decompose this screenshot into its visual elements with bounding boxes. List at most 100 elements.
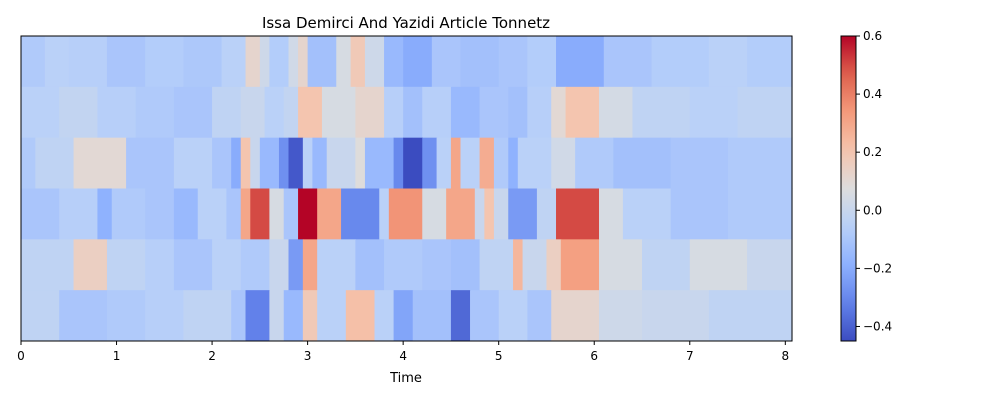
- heatmap-cell-r5-s22: [708, 290, 793, 342]
- heatmap-cell-r1-s2: [97, 86, 137, 139]
- x-tick-label-5: 5: [495, 349, 503, 363]
- heatmap-cell-r1-s18: [527, 86, 552, 139]
- heatmap-cell-r4-s14: [450, 239, 481, 291]
- heatmap-cell-r2-s15: [355, 137, 366, 189]
- heatmap-cell-r4-s5: [212, 239, 242, 291]
- x-tick-label-1: 1: [113, 349, 121, 363]
- heatmap-cell-r0-s10: [288, 36, 299, 88]
- x-tick-label-7: 7: [686, 349, 694, 363]
- heatmap-cell-r0-s21: [527, 36, 557, 88]
- heatmap-cell-r3-s0: [21, 188, 60, 240]
- heatmap-cell-r1-s14: [422, 86, 452, 139]
- heatmap-cell-r5-s4: [183, 290, 232, 342]
- heatmap-cell-r5-s0: [21, 290, 60, 342]
- heatmap-cell-r4-s0: [21, 239, 75, 291]
- heatmap-cell-r0-s14: [350, 36, 366, 88]
- heatmap-cell-r3-s10: [269, 188, 285, 240]
- heatmap-cell-r5-s19: [551, 290, 600, 342]
- heatmap-cell-r0-s22: [556, 36, 605, 88]
- heatmap-cell-r1-s9: [298, 86, 323, 139]
- heatmap-cell-r4-s22: [689, 239, 748, 291]
- heatmap-cell-r0-s18: [431, 36, 462, 88]
- heatmap-cell-r2-s29: [613, 137, 672, 189]
- heatmap-cell-r1-s4: [173, 86, 213, 139]
- heatmap-cell-r0-s19: [460, 36, 500, 88]
- colorbar-tick-label-5: 0.6: [863, 29, 882, 43]
- heatmap-cell-r0-s6: [221, 36, 247, 88]
- heatmap-cell-r3-s20: [484, 188, 495, 240]
- heatmap-cell-r2-s2: [73, 137, 127, 189]
- heatmap-cell-r0-s13: [336, 36, 352, 88]
- heatmap-cell-r2-s11: [288, 137, 304, 189]
- heatmap-cell-r2-s30: [670, 137, 729, 189]
- heatmap-cell-r4-s16: [513, 239, 524, 291]
- heatmap-cell-r2-s14: [326, 137, 356, 189]
- heatmap-cell-r1-s8: [283, 86, 299, 139]
- x-tick-label-0: 0: [17, 349, 25, 363]
- heatmap-cell-r4-s15: [479, 239, 514, 291]
- heatmap-cell-r5-s6: [245, 290, 270, 342]
- heatmap-cell-r1-s5: [212, 86, 242, 139]
- heatmap-cell-r4-s8: [288, 239, 304, 291]
- x-tick-label-4: 4: [399, 349, 407, 363]
- heatmap-cell-r1-s22: [632, 86, 691, 139]
- heatmap-cell-r5-s20: [599, 290, 643, 342]
- heatmap-cell-r1-s6: [240, 86, 266, 139]
- heatmap-cell-r3-s14: [341, 188, 380, 240]
- heatmap-cell-r1-s10: [321, 86, 356, 139]
- heatmap-cell-r5-s16: [470, 290, 500, 342]
- x-axis-ticks: 0 1 2 3 4 5 6 7 8: [17, 341, 789, 363]
- heatmap-cell-r1-s11: [355, 86, 385, 139]
- heatmap-cell-r2-s31: [727, 137, 793, 189]
- heatmap-cell-r3-s28: [727, 188, 793, 240]
- heatmap-cell-r0-s16: [384, 36, 404, 88]
- heatmap-cell-r1-s15: [450, 86, 481, 139]
- heatmap-cell-r5-s13: [393, 290, 414, 342]
- heatmap-cell-r1-s12: [384, 86, 404, 139]
- heatmap-cell-r4-s17: [522, 239, 548, 291]
- heatmap-cell-r0-s23: [603, 36, 653, 88]
- heatmap-cell-r3-s7: [226, 188, 242, 240]
- heatmap-cell-r4-s2: [106, 239, 146, 291]
- heatmap-cell-r0-s26: [747, 36, 793, 88]
- heatmap-cell-r0-s11: [298, 36, 309, 88]
- colorbar-tick-label-2: 0.0: [863, 203, 882, 217]
- heatmap-cell-r3-s3: [111, 188, 146, 240]
- colorbar-ticks: −0.4 −0.2 0.0 0.2 0.4 0.6: [856, 29, 892, 333]
- heatmap-cell-r1-s0: [21, 86, 60, 139]
- heatmap-cell-r3-s18: [446, 188, 476, 240]
- heatmap-cell-r2-s0: [21, 137, 36, 189]
- heatmap-cell-r5-s9: [302, 290, 318, 342]
- heatmap-cell-r4-s1: [73, 239, 108, 291]
- heatmap-cell-r5-s8: [283, 290, 304, 342]
- heatmap-cell-r3-s25: [599, 188, 624, 240]
- heatmap-cell-r4-s11: [355, 239, 385, 291]
- heatmap-cell-r4-s18: [546, 239, 562, 291]
- heatmap-cell-r1-s19: [551, 86, 567, 139]
- heatmap-cell-r2-s1: [35, 137, 75, 189]
- heatmap-cell-r5-s11: [345, 290, 376, 342]
- heatmap-cell-r5-s3: [145, 290, 185, 342]
- heatmap-cell-r4-s10: [317, 239, 356, 291]
- heatmap-cell-r3-s2: [97, 188, 113, 240]
- heatmap-cell-r2-s5: [212, 137, 232, 189]
- x-tick-label-3: 3: [304, 349, 312, 363]
- heatmap-cell-r0-s24: [651, 36, 710, 88]
- heatmap-cell-r2-s27: [551, 137, 576, 189]
- heatmap-cell-r3-s11: [283, 188, 299, 240]
- heatmap-cell-r5-s2: [106, 290, 146, 342]
- heatmap-cell-r2-s22: [460, 137, 481, 189]
- colorbar-tick-label-1: −0.2: [863, 261, 892, 275]
- heatmap-cell-r1-s7: [264, 86, 285, 139]
- x-tick-label-6: 6: [590, 349, 598, 363]
- heatmap-cell-r3-s6: [197, 188, 228, 240]
- chart-title: Issa Demirci And Yazidi Article Tonnetz: [262, 14, 550, 32]
- heatmap-cell-r1-s23: [689, 86, 739, 139]
- heatmap-cell-r5-s17: [498, 290, 528, 342]
- heatmap-cell-r0-s1: [44, 36, 70, 88]
- heatmap-cell-r5-s15: [450, 290, 471, 342]
- heatmap-cell-r3-s9: [250, 188, 270, 240]
- heatmap-cell-r4-s13: [422, 239, 452, 291]
- heatmap-cell-r2-s18: [403, 137, 423, 189]
